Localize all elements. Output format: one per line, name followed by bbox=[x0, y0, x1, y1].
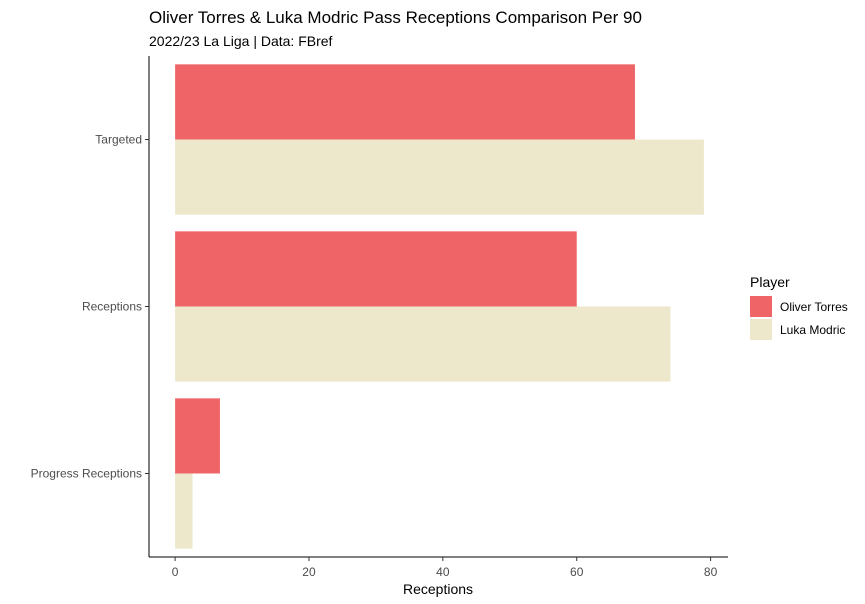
axes-layer: 0 20 40 60 80 Targeted Receptions Progress Rece… bbox=[31, 56, 728, 579]
x-tick-label-0: 0 bbox=[172, 565, 179, 579]
bar-oliver-torres-progress-receptions bbox=[175, 398, 220, 474]
bar-luka-modric-targeted bbox=[175, 139, 704, 215]
bar-oliver-torres-receptions bbox=[175, 231, 577, 307]
x-tick-label-40: 40 bbox=[436, 565, 450, 579]
bars-layer bbox=[175, 64, 704, 549]
legend-label-oliver-torres: Oliver Torres bbox=[780, 300, 848, 314]
legend-title: Player bbox=[750, 274, 790, 290]
bar-oliver-torres-targeted bbox=[175, 64, 635, 140]
chart-subtitle: 2022/23 La Liga | Data: FBref bbox=[149, 33, 333, 49]
x-tick-label-60: 60 bbox=[570, 565, 584, 579]
x-tick-label-80: 80 bbox=[704, 565, 718, 579]
chart-title: Oliver Torres & Luka Modric Pass Recepti… bbox=[149, 8, 642, 27]
bar-luka-modric-progress-receptions bbox=[175, 473, 193, 549]
legend-key-luka-modric bbox=[750, 319, 772, 340]
y-tick-label-progress-receptions: Progress Receptions bbox=[31, 467, 142, 481]
x-tick-label-20: 20 bbox=[302, 565, 316, 579]
y-tick-label-receptions: Receptions bbox=[82, 300, 142, 314]
x-axis-title: Receptions bbox=[403, 581, 473, 597]
legend-key-oliver-torres bbox=[750, 296, 772, 317]
y-tick-label-targeted: Targeted bbox=[95, 133, 142, 147]
legend-label-luka-modric: Luka Modric bbox=[780, 323, 845, 337]
bar-luka-modric-receptions bbox=[175, 306, 671, 382]
legend: Player Oliver Torres Luka Modric bbox=[750, 274, 848, 340]
